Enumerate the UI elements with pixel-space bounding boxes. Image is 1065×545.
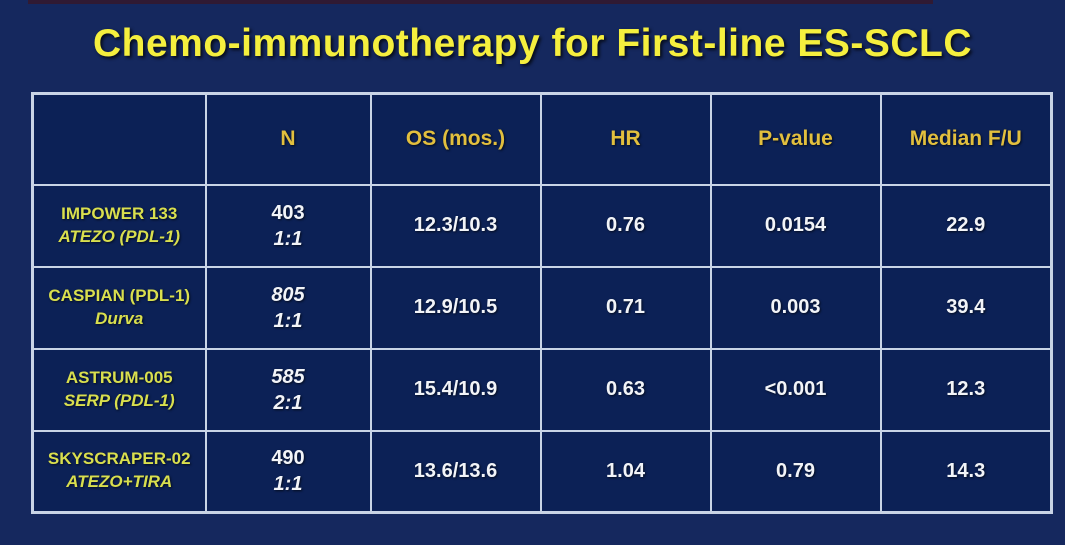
median-fu-cell: 39.4 [879,265,1053,350]
n-value: 490 [271,447,305,470]
p-value-cell: 0.0154 [709,183,882,268]
os-cell: 13.6/13.6 [369,429,542,514]
n-cell: 585 2:1 [204,347,372,432]
study-agent: ATEZO (PDL-1) [58,226,180,246]
randomization-ratio: 1:1 [273,227,303,250]
os-cell: 12.3/10.3 [369,183,542,268]
hr-cell: 0.76 [539,183,712,268]
study-agent: ATEZO+TIRA [66,472,173,492]
randomization-ratio: 2:1 [273,391,303,414]
header-hr: HR [539,92,712,186]
hr-cell: 0.63 [539,347,712,432]
n-value: 805 [271,283,305,306]
table-header-row: N OS (mos.) HR P-value Median F/U [31,92,1053,186]
p-value-cell: 0.79 [709,429,882,514]
table-row-astrum005: ASTRUM-005 SERP (PDL-1) 585 2:1 15.4/10.… [31,347,1053,432]
study-name: ASTRUM-005 [65,367,173,387]
study-agent: SERP (PDL-1) [63,390,175,410]
n-value: 585 [271,365,305,388]
study-name: SKYSCRAPER-02 [47,449,191,469]
median-fu-cell: 14.3 [879,429,1053,514]
trials-table: N OS (mos.) HR P-value Median F/U IMPOWE… [31,92,1053,514]
header-median-fu: Median F/U [879,92,1053,186]
header-n: N [204,92,372,186]
table-row-skyscraper02: SKYSCRAPER-02 ATEZO+TIRA 490 1:1 13.6/13… [31,429,1053,514]
study-name: IMPOWER 133 [61,203,178,223]
top-edge-strip [28,0,933,4]
randomization-ratio: 1:1 [273,309,303,332]
p-value-cell: <0.001 [709,347,882,432]
hr-cell: 1.04 [539,429,712,514]
study-name: CASPIAN (PDL-1) [48,285,191,305]
study-cell: ASTRUM-005 SERP (PDL-1) [31,347,207,432]
randomization-ratio: 1:1 [273,473,303,496]
n-cell: 805 1:1 [204,265,372,350]
header-os: OS (mos.) [369,92,542,186]
n-cell: 403 1:1 [204,183,372,268]
table-row-caspian: CASPIAN (PDL-1) Durva 805 1:1 12.9/10.5 … [31,265,1053,350]
study-cell: IMPOWER 133 ATEZO (PDL-1) [31,183,207,268]
page-title: Chemo-immunotherapy for First-line ES-SC… [92,22,973,65]
header-p-value: P-value [709,92,882,186]
n-value: 403 [271,201,305,224]
header-study [31,92,207,186]
median-fu-cell: 12.3 [879,347,1053,432]
study-cell: CASPIAN (PDL-1) Durva [31,265,207,350]
study-cell: SKYSCRAPER-02 ATEZO+TIRA [31,429,207,514]
median-fu-cell: 22.9 [879,183,1053,268]
hr-cell: 0.71 [539,265,712,350]
os-cell: 12.9/10.5 [369,265,542,350]
p-value-cell: 0.003 [709,265,882,350]
n-cell: 490 1:1 [204,429,372,514]
table-row-impower133: IMPOWER 133 ATEZO (PDL-1) 403 1:1 12.3/1… [31,183,1053,268]
os-cell: 15.4/10.9 [369,347,542,432]
study-agent: Durva [95,308,144,328]
